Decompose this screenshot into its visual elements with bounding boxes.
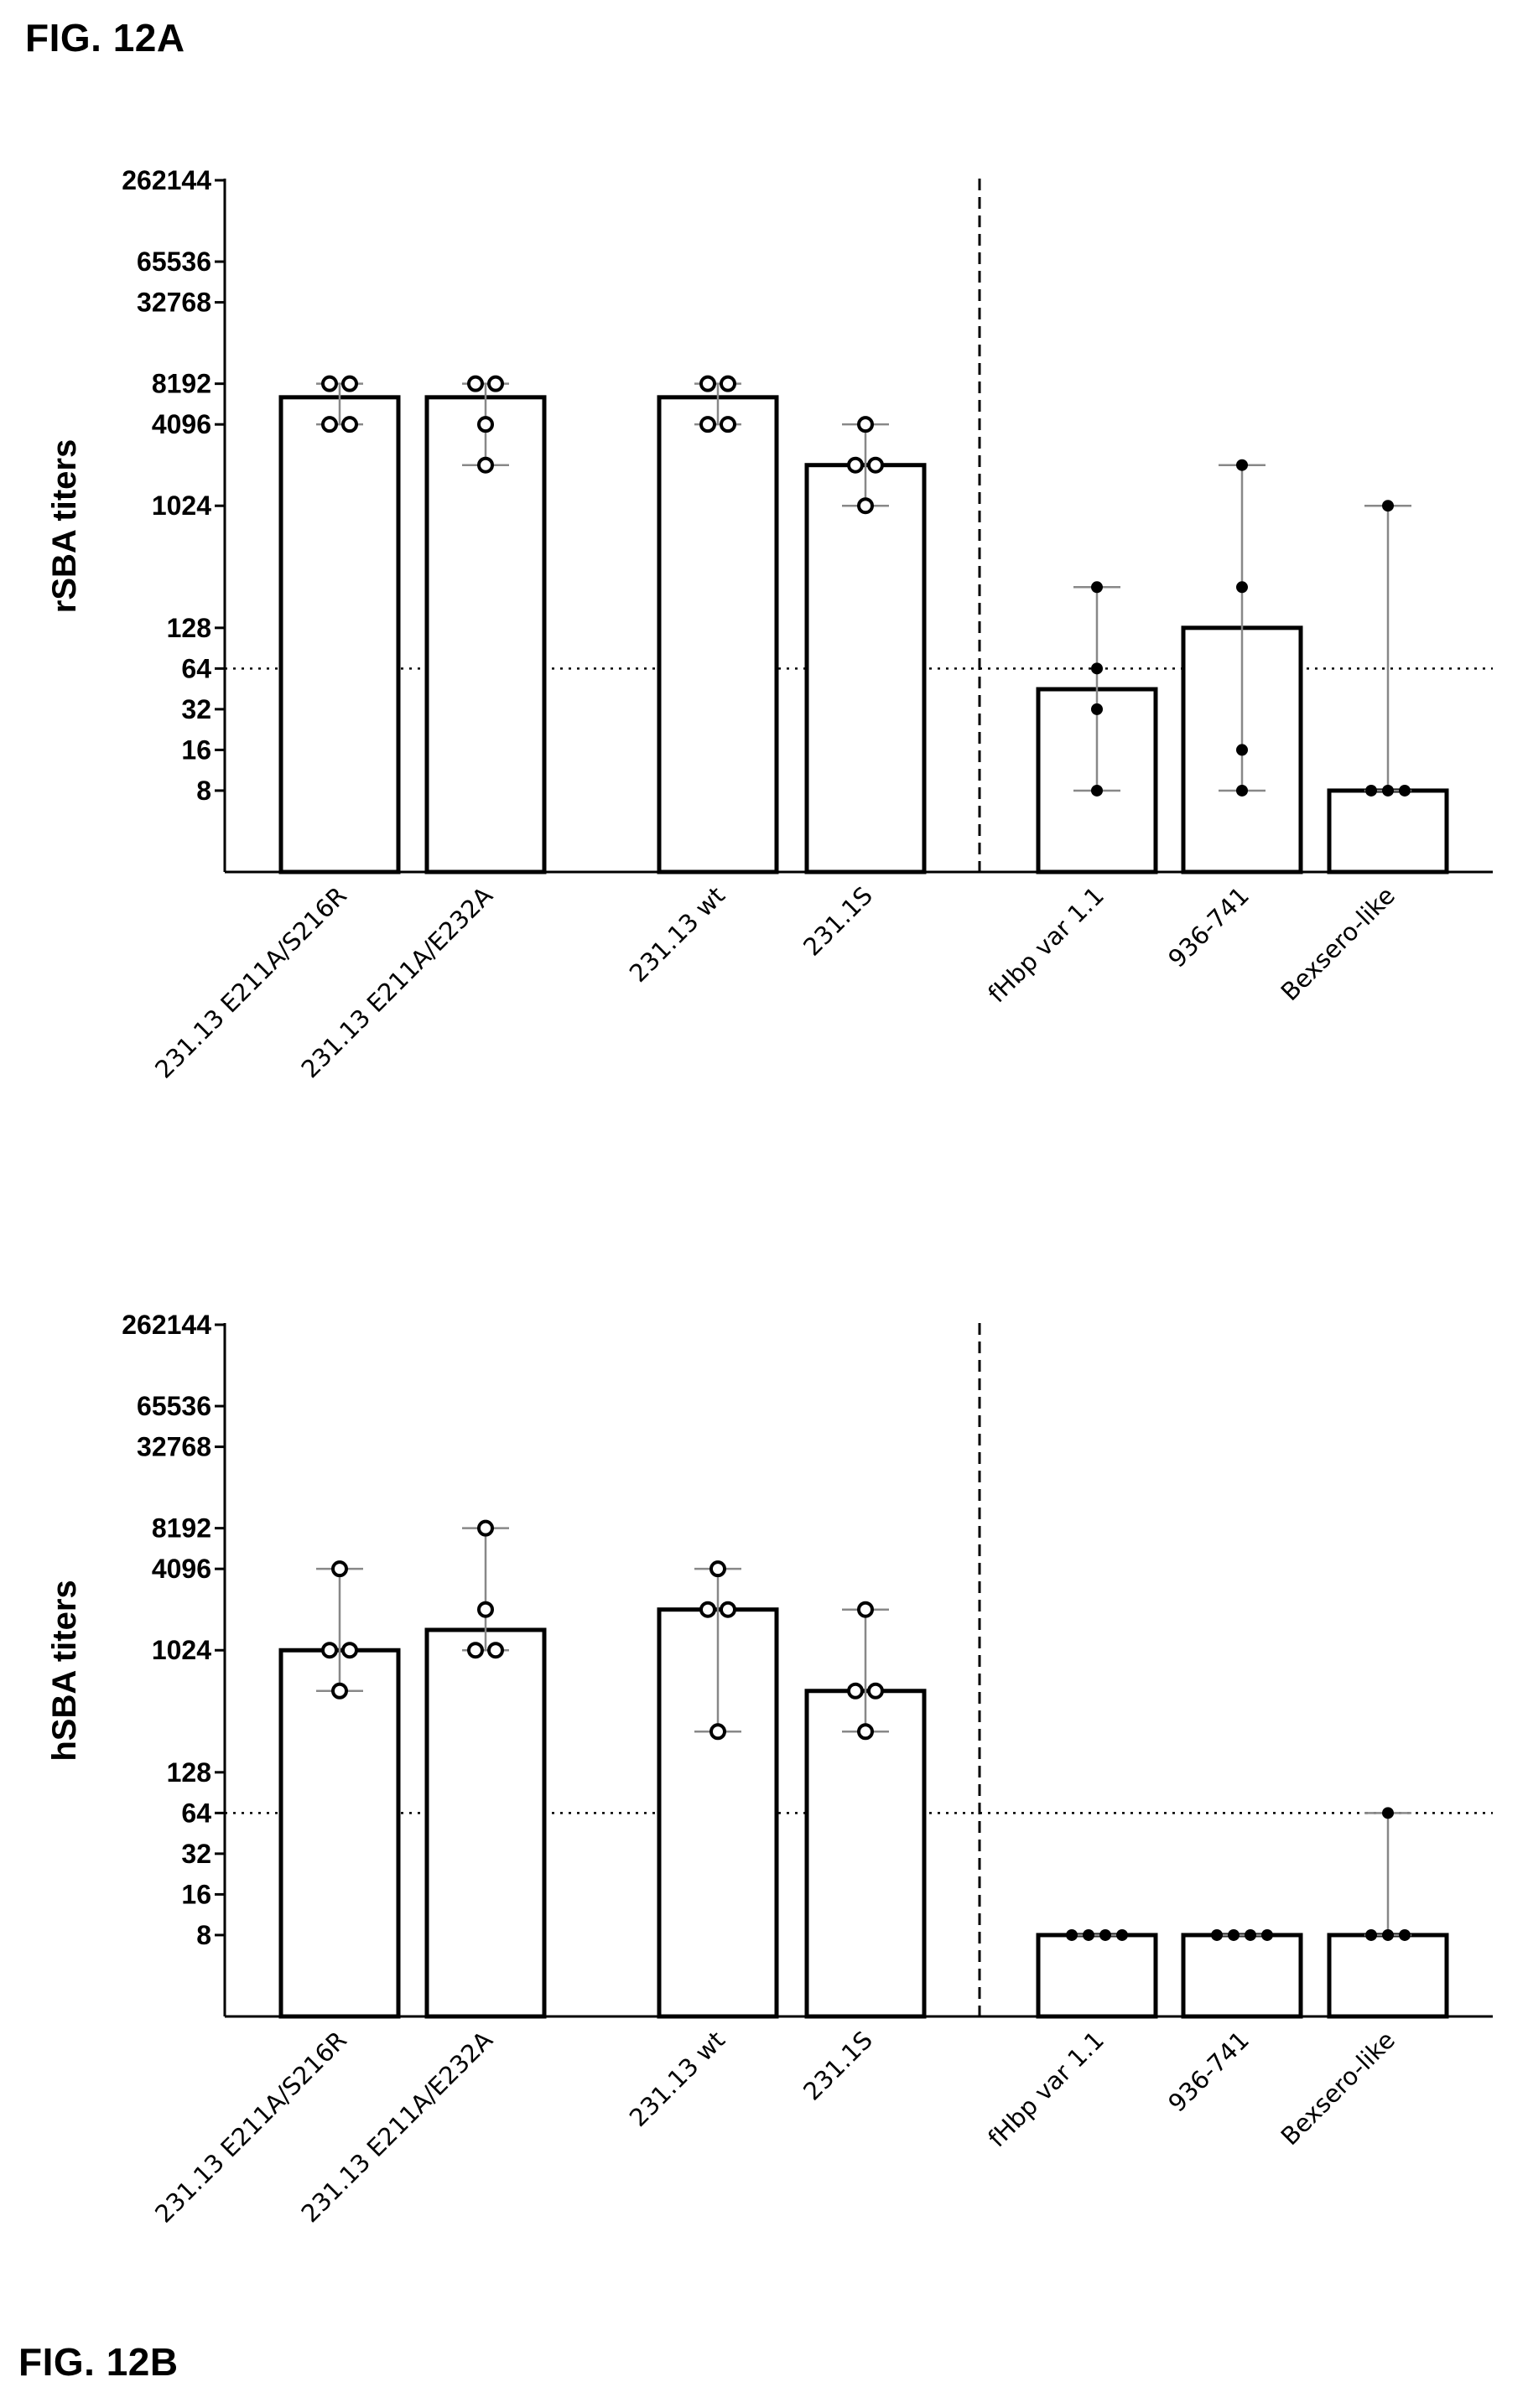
bar — [804, 463, 927, 874]
category-label: 936-741 — [1162, 2026, 1255, 2118]
y-tick-label: 8 — [196, 1920, 211, 1950]
category-label: Bexsero-like — [1276, 2026, 1401, 2151]
data-point — [867, 1682, 884, 1700]
data-point — [1116, 1928, 1128, 1941]
data-point — [1211, 1928, 1223, 1941]
data-point — [331, 1682, 348, 1700]
data-point — [1236, 581, 1248, 594]
figure-label-b: FIG. 12B — [18, 2340, 179, 2384]
figure-label-a: FIG. 12A — [25, 16, 185, 60]
y-tick-label: 1024 — [152, 490, 211, 521]
rsba-chart: 8 16 32 64 128 1024 4096 8192 32768 65536 262144 rS… — [46, 165, 1493, 1084]
data-point — [1083, 1928, 1094, 1941]
data-point — [847, 456, 864, 474]
data-point — [477, 456, 494, 474]
category-label: 231.13 wt — [624, 2026, 730, 2132]
data-point — [487, 375, 504, 392]
data-point — [1382, 1928, 1394, 1941]
data-point — [341, 1642, 358, 1659]
data-point — [467, 1642, 484, 1659]
data-point — [341, 375, 358, 392]
y-tick-label: 1024 — [152, 1635, 211, 1665]
data-point — [1399, 784, 1411, 797]
bar — [424, 1627, 547, 2019]
y-tick-label: 32768 — [137, 288, 211, 318]
bar — [1327, 1933, 1449, 2019]
data-point — [467, 375, 484, 392]
y-axis-title: hSBA titers — [46, 1580, 83, 1761]
data-point — [321, 1642, 338, 1659]
y-tick-label: 128 — [167, 1757, 211, 1788]
bar — [1181, 1933, 1303, 2019]
y-tick-label: 16 — [181, 734, 211, 765]
data-point — [1245, 1928, 1256, 1941]
y-tick-label: 64 — [181, 1798, 211, 1828]
hsba-chart: 8 16 32 64 128 1024 4096 8192 32768 65536 262144 hS… — [46, 1310, 1493, 2229]
data-point — [341, 416, 358, 433]
y-tick-label: 128 — [167, 613, 211, 643]
y-tick-label: 8192 — [152, 1513, 211, 1544]
data-point — [1236, 744, 1248, 756]
y-tick-label: 8 — [196, 776, 211, 806]
bar — [1327, 788, 1449, 874]
data-point — [857, 1601, 874, 1618]
data-point — [331, 1560, 348, 1578]
data-point — [1066, 1928, 1078, 1941]
data-point — [1228, 1928, 1240, 1941]
bar — [424, 395, 547, 874]
data-point — [1091, 662, 1103, 675]
category-label: fHbp var 1.1 — [982, 2026, 1109, 2152]
data-point — [1236, 459, 1248, 471]
y-tick-label: 262144 — [122, 165, 211, 195]
y-tick-label: 32 — [181, 1839, 211, 1869]
bar — [804, 1689, 927, 2019]
y-tick-label: 32768 — [137, 1432, 211, 1462]
y-tick-label: 64 — [181, 653, 211, 683]
data-point — [487, 1642, 504, 1659]
data-point — [709, 1560, 726, 1578]
data-point — [1382, 1807, 1394, 1819]
y-axis-title: rSBA titers — [46, 439, 83, 613]
data-point — [720, 375, 736, 392]
y-tick-label: 4096 — [152, 409, 211, 439]
bar — [278, 1648, 401, 2019]
bar — [278, 395, 401, 874]
data-point — [867, 456, 884, 474]
data-point — [709, 1723, 726, 1741]
data-point — [847, 1682, 864, 1700]
y-tick-label: 262144 — [122, 1310, 211, 1340]
data-point — [857, 497, 874, 515]
y-tick-label: 8192 — [152, 369, 211, 399]
data-point — [1365, 784, 1377, 797]
y-tick-label: 65536 — [137, 1391, 211, 1421]
bar — [1036, 1933, 1158, 2019]
data-point — [1099, 1928, 1111, 1941]
data-point — [699, 1601, 716, 1618]
data-point — [699, 416, 716, 433]
data-point — [477, 1601, 494, 1618]
data-point — [321, 375, 338, 392]
data-point — [1091, 581, 1103, 594]
data-point — [1091, 784, 1103, 797]
data-point — [1261, 1928, 1273, 1941]
data-point — [1236, 784, 1248, 797]
data-point — [720, 416, 736, 433]
data-point — [1382, 784, 1394, 797]
data-point — [477, 416, 494, 433]
data-point — [477, 1519, 494, 1537]
data-point — [857, 1723, 874, 1741]
data-point — [1399, 1928, 1411, 1941]
category-label: 231.1S — [798, 2026, 878, 2106]
y-tick-label: 4096 — [152, 1554, 211, 1584]
y-tick-label: 65536 — [137, 247, 211, 277]
data-point — [699, 375, 716, 392]
data-point — [321, 416, 338, 433]
data-point — [1091, 703, 1103, 715]
data-point — [720, 1601, 736, 1618]
data-point — [1365, 1928, 1377, 1941]
data-point — [1382, 500, 1394, 512]
y-tick-label: 16 — [181, 1879, 211, 1909]
y-tick-label: 32 — [181, 694, 211, 724]
data-point — [857, 416, 874, 433]
